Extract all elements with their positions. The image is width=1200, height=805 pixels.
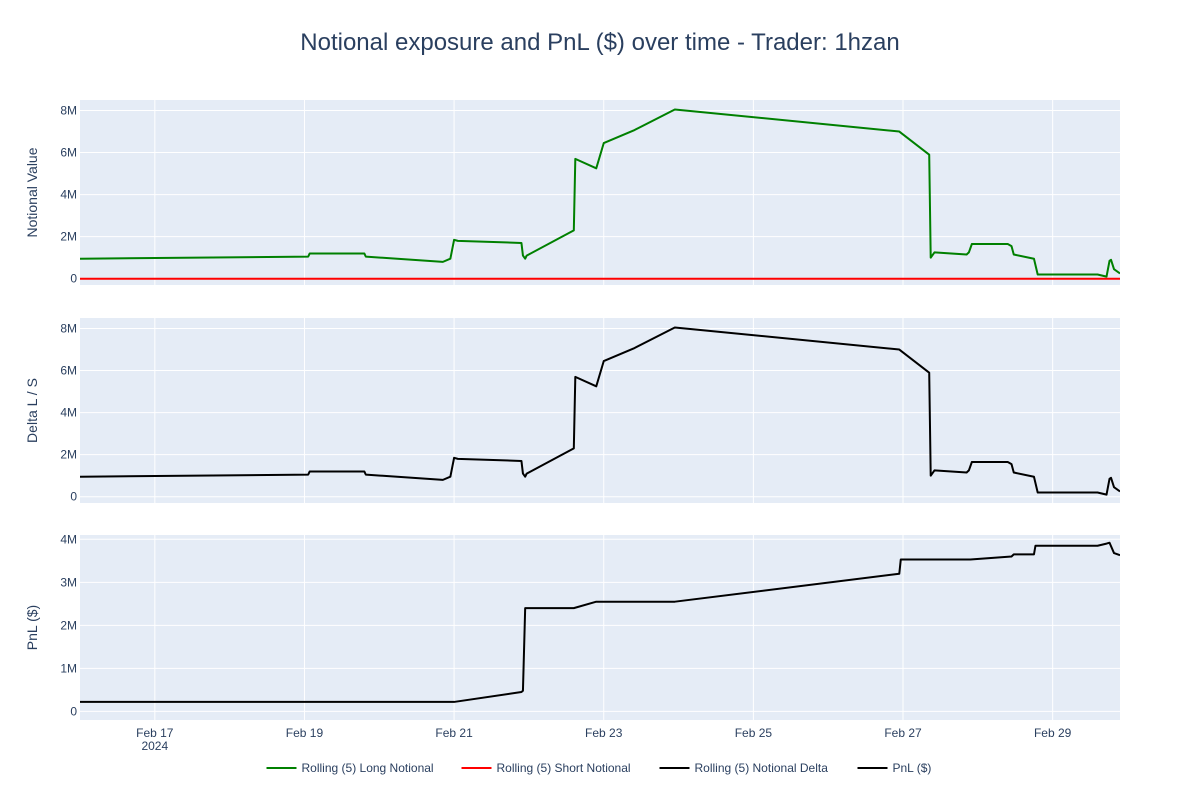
chart-title: Notional exposure and PnL ($) over time … — [300, 29, 899, 56]
y-axis-label: Delta L / S — [24, 378, 40, 443]
x-year-label: 2024 — [141, 739, 168, 753]
legend-item: PnL ($) — [857, 761, 932, 775]
series-line-rolling-5-long-notional — [80, 108, 1120, 278]
legend: Rolling (5) Long Notional Rolling (5) Sho… — [266, 761, 932, 775]
y-tick-label: 6M — [60, 364, 77, 378]
y-tick-label: 8M — [60, 322, 77, 336]
y-tick-label: 0 — [70, 272, 77, 286]
legend-label: Rolling (5) Short Notional — [497, 761, 631, 775]
x-tick-label: Feb 27 — [884, 726, 922, 740]
x-tick-label: Feb 25 — [735, 726, 773, 740]
legend-item: Rolling (5) Notional Delta — [659, 761, 829, 775]
y-axis-label: PnL ($) — [24, 605, 40, 650]
y-tick-label: 6M — [60, 146, 77, 160]
series-line-pnl — [80, 541, 1120, 703]
y-tick-label: 4M — [60, 406, 77, 420]
y-tick-label: 8M — [60, 104, 77, 118]
y-tick-label: 0 — [70, 704, 77, 718]
y-tick-label: 1M — [60, 661, 77, 675]
panel-2: 0 2M 4M 6M 8M Delta L / S — [24, 318, 1120, 504]
x-tick-label: Feb 19 — [286, 726, 324, 740]
legend-label: Rolling (5) Long Notional — [302, 761, 434, 775]
legend-label: Rolling (5) Notional Delta — [695, 761, 829, 775]
y-tick-label: 4M — [60, 532, 77, 546]
legend-label: PnL ($) — [893, 761, 932, 775]
y-tick-label: 4M — [60, 188, 77, 202]
y-tick-label: 3M — [60, 575, 77, 589]
plot-background — [80, 535, 1120, 720]
x-tick-label: Feb 17 — [136, 726, 174, 740]
x-tick-label: Feb 21 — [435, 726, 473, 740]
y-axis-label: Notional Value — [24, 147, 40, 237]
legend-item: Rolling (5) Short Notional — [461, 761, 631, 775]
y-tick-label: 0 — [70, 490, 77, 504]
panel-3: 0 1M 2M 3M 4M PnL ($) Feb 17 Feb 19 Feb 21 Feb 23… — [24, 532, 1120, 753]
panels: 0 2M 4M 6M 8M Notional Value 0 2M 4M 6M 8M Delta L … — [24, 100, 1120, 753]
series-line-rolling-5-notional-delta — [80, 326, 1120, 496]
x-tick-label: Feb 23 — [585, 726, 623, 740]
y-tick-label: 2M — [60, 230, 77, 244]
legend-item: Rolling (5) Long Notional — [266, 761, 434, 775]
x-tick-label: Feb 29 — [1034, 726, 1072, 740]
panel-1: 0 2M 4M 6M 8M Notional Value — [24, 100, 1120, 286]
y-tick-label: 2M — [60, 618, 77, 632]
y-tick-label: 2M — [60, 448, 77, 462]
